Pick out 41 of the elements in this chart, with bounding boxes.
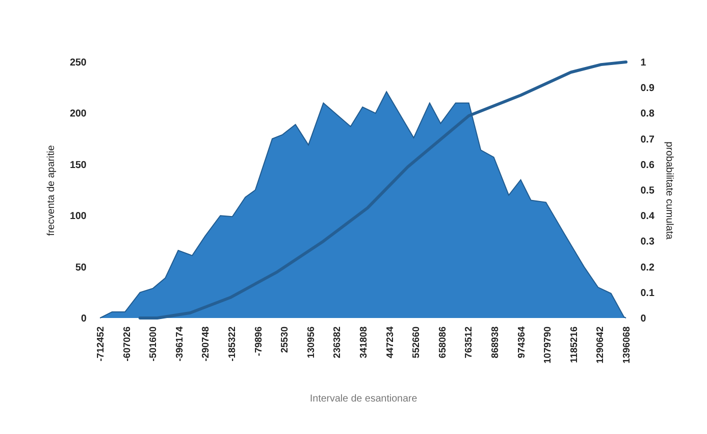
x-tick-label: -79896 [253,326,264,356]
y2-tick-label: 0.4 [640,211,655,222]
x-axis-title: Intervale de esantionare [310,393,418,404]
y-axis-title: frecventa de aparitie [46,144,57,236]
y2-tick-label: 0.5 [640,186,655,196]
y-tick-label: 150 [70,160,87,171]
x-tick-label: 763512 [464,326,475,358]
y2-axis-title: probabilitate cumulata [663,142,674,240]
x-tick-label: 130956 [306,326,317,358]
x-tick-label: 1290642 [595,326,606,364]
x-tick-label: -290748 [200,326,212,362]
x-tick-label: -712452 [96,326,106,362]
y2-tick-label: 0.7 [640,134,655,146]
y2-tick-label: 1 [640,58,646,68]
x-tick-label: -607026 [122,326,133,362]
y-tick-label: 0 [80,314,87,324]
x-tick-label: 1185216 [568,326,580,363]
y2-tick-label: 0.2 [640,262,655,274]
y-tick-label: 200 [70,108,87,120]
x-tick-label: 236382 [332,326,344,358]
x-tick-label: 341808 [358,326,370,358]
x-tick-label: -396174 [174,326,186,362]
x-tick-label: -501600 [148,326,160,362]
x-tick-label: 974364 [516,326,528,358]
x-tick-label: 868938 [490,326,501,358]
y2-tick-label: 0.8 [640,108,655,120]
y2-tick-label: 0.3 [640,236,655,248]
y-tick-label: 100 [70,211,87,222]
x-tick-label: 658086 [437,326,448,358]
x-tick-label: 25530 [280,326,291,353]
x-tick-label: 447234 [384,326,396,358]
y-tick-label: 250 [70,58,87,68]
y2-tick-label: 0.1 [640,288,655,299]
x-tick-label: 552660 [411,326,422,358]
x-tick-label: 1079790 [542,326,554,364]
y2-tick-label: 0 [640,314,646,324]
x-tick-label: 1396068 [622,326,632,364]
y2-tick-label: 0.6 [640,160,655,171]
x-tick-label: -185322 [227,326,238,362]
y2-tick-label: 0.9 [640,83,655,94]
y-tick-label: 50 [75,262,87,274]
